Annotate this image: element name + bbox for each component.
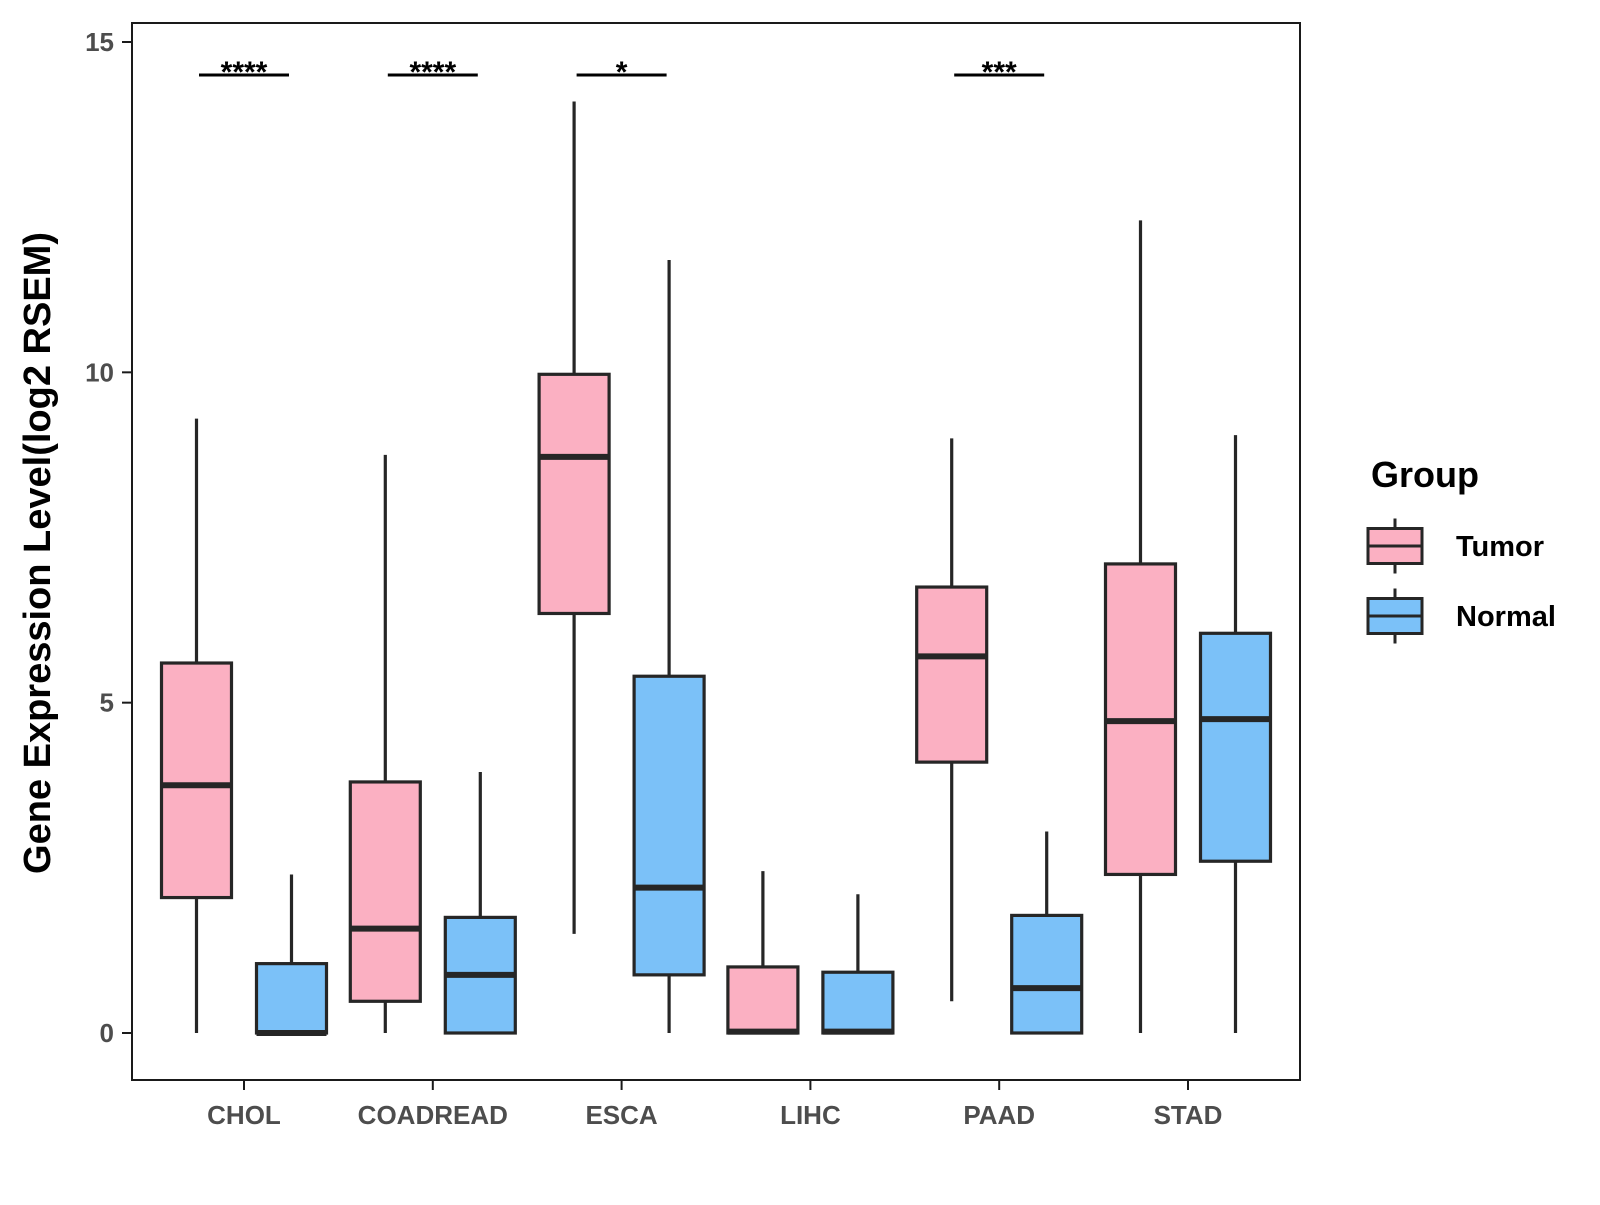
box-tumor-chol[interactable]	[159, 418, 234, 1033]
legend: Group Tumor Normal	[1366, 454, 1556, 644]
legend-title: Group	[1371, 454, 1479, 495]
significance-annotations: **** **** * ***	[199, 56, 1045, 89]
significance-label-paad: ***	[982, 56, 1017, 89]
box-iqr[interactable]	[159, 661, 234, 900]
box-normal-stad[interactable]	[1198, 435, 1273, 1033]
legend-key-tumor	[1366, 518, 1424, 574]
y-axis-title: Gene Expression Level(log2 RSEM)	[17, 232, 59, 874]
box-tumor-esca[interactable]	[537, 101, 611, 934]
box-iqr[interactable]	[537, 372, 611, 616]
x-tick-label-coadread: COADREAD	[358, 1100, 508, 1130]
box-iqr[interactable]	[1198, 631, 1273, 863]
box-iqr[interactable]	[348, 780, 422, 1003]
box-iqr[interactable]	[254, 962, 329, 1035]
y-tick-label: 15	[85, 27, 114, 57]
y-tick-label: 0	[100, 1018, 114, 1048]
significance-label-esca: *	[616, 56, 628, 89]
x-tick-label-chol: CHOL	[207, 1100, 281, 1130]
x-tick-label-paad: PAAD	[963, 1100, 1035, 1130]
box-iqr[interactable]	[1010, 913, 1084, 1035]
box-tumor-coadread[interactable]	[348, 454, 422, 1033]
legend-key-normal	[1366, 588, 1424, 644]
legend-label-normal: Normal	[1456, 601, 1556, 633]
box-iqr[interactable]	[821, 970, 895, 1035]
legend-label-tumor: Tumor	[1456, 531, 1544, 563]
box-tumor-stad[interactable]	[1103, 220, 1178, 1033]
x-tick-label-esca: ESCA	[585, 1100, 657, 1130]
box-normal-paad[interactable]	[1010, 831, 1084, 1035]
y-axis: 0 5 10 15	[85, 27, 132, 1048]
y-tick-label: 5	[100, 688, 114, 718]
y-tick-label: 10	[85, 357, 114, 387]
boxes	[159, 101, 1273, 1036]
x-axis: CHOL COADREAD ESCA LIHC PAAD STAD	[207, 1080, 1222, 1130]
box-normal-esca[interactable]	[632, 260, 706, 1033]
box-normal-lihc[interactable]	[821, 894, 895, 1035]
box-iqr[interactable]	[915, 585, 989, 764]
box-iqr[interactable]	[632, 674, 706, 977]
significance-label-coadread: ****	[409, 56, 456, 89]
box-tumor-paad[interactable]	[915, 438, 989, 1002]
significance-label-chol: ****	[221, 56, 268, 89]
box-normal-chol[interactable]	[254, 874, 329, 1036]
box-normal-coadread[interactable]	[443, 772, 517, 1035]
x-tick-label-lihc: LIHC	[780, 1100, 841, 1130]
box-tumor-lihc[interactable]	[726, 871, 800, 1035]
x-tick-label-stad: STAD	[1154, 1100, 1223, 1130]
panel-border	[131, 22, 1301, 1081]
box-iqr[interactable]	[726, 965, 800, 1035]
plot-panel	[131, 22, 1301, 1081]
